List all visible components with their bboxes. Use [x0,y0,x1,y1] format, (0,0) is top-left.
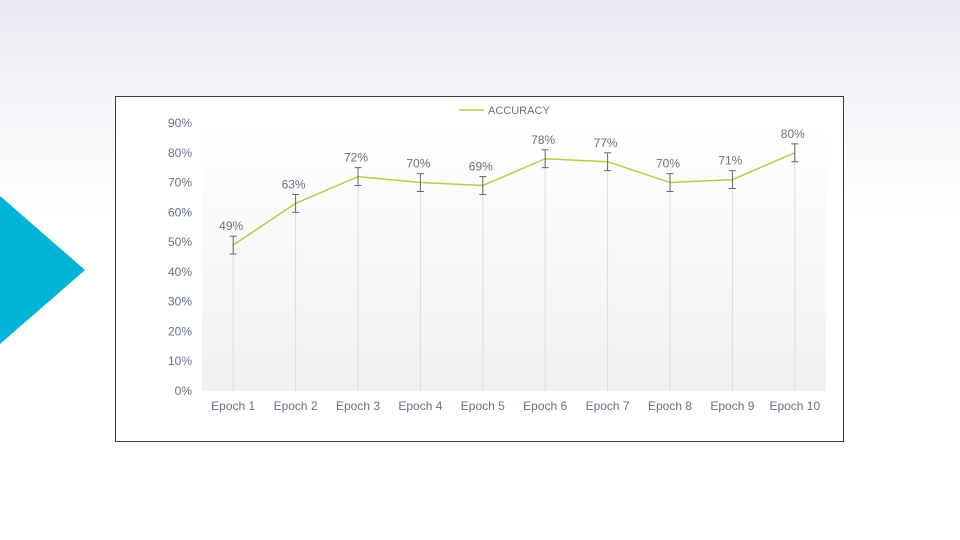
data-label: 63% [282,177,306,191]
error-bar [728,170,736,190]
x-tick-label: Epoch 1 [211,399,255,413]
data-label: 80% [781,127,805,141]
x-tick-label: Epoch 8 [648,399,692,413]
x-tick-label: Epoch 9 [710,399,754,413]
data-label: 72% [344,151,368,165]
x-tick-label: Epoch 5 [461,399,505,413]
drop-lines [232,152,796,391]
plot-area [202,123,826,391]
x-tick-label: Epoch 6 [523,399,567,413]
accent-triangle [0,196,85,344]
error-bar [604,152,612,172]
x-tick-label: Epoch 10 [769,399,820,413]
line-chart: 0%10%20%30%40%50%60%70%80%90% Epoch 1 Epo… [168,105,826,413]
data-label: 71% [718,154,742,168]
error-bar [479,176,487,195]
y-tick-label: 20% [168,324,192,338]
x-axis: Epoch 1 Epoch 2 Epoch 3 Epoch 4 Epoch 5 Epoch… [211,399,820,413]
y-tick-label: 70% [168,176,192,190]
legend: ACCURACY [459,105,550,117]
accuracy-line [232,152,796,246]
data-label: 78% [531,133,555,147]
x-tick-label: Epoch 2 [274,399,318,413]
error-bar [791,143,799,163]
y-axis: 0% 10% 20% 30% 40% 50% 60% 70% 80% 90% [168,116,192,398]
data-label: 49% [219,219,243,233]
error-bar [541,149,549,169]
error-bar [416,173,424,192]
x-tick-label: Epoch 4 [398,399,442,413]
data-label: 70% [406,157,430,171]
y-tick-label: 80% [168,146,192,160]
data-label: 70% [656,157,680,171]
error-bar [354,167,362,187]
y-tick-label: 10% [168,354,192,368]
chart-container: 0% 10% 20% 30% 40% 50% 60% 70% 80% 90% Epoch 1 Epo… [115,96,844,442]
data-label: 69% [469,160,493,174]
x-tick-label: Epoch 7 [586,399,630,413]
data-label: 77% [594,136,618,150]
x-tick-label: Epoch 3 [336,399,380,413]
y-tick-label: 50% [168,235,192,249]
y-tick-label: 40% [168,265,192,279]
error-bar [229,235,237,255]
data-labels: 49% 63% 72% 70% 69% 78% 77% 70% 71% 80% [219,127,805,233]
y-tick-label: 90% [168,116,192,130]
y-tick-label: 60% [168,205,192,219]
series-line [232,152,796,246]
error-bar [292,193,300,213]
error-bar [666,173,674,192]
y-tick-label: 0% [175,384,193,398]
error-bars [229,143,799,255]
legend-label: ACCURACY [488,105,550,117]
y-tick-label: 30% [168,295,192,309]
